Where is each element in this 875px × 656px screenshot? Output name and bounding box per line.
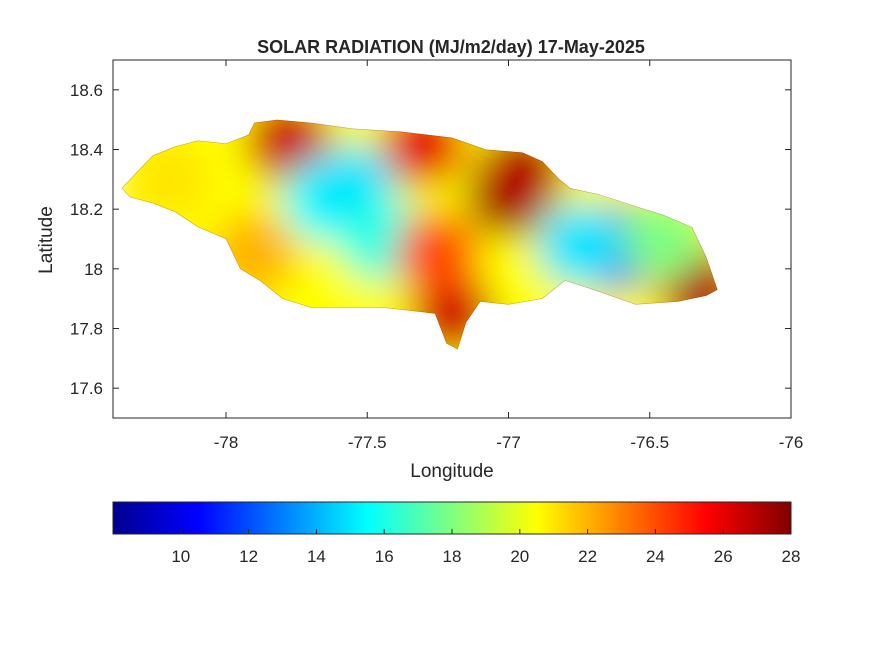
colorbar-tick-label: 14 (307, 547, 326, 566)
x-tick-label: -78 (214, 433, 239, 452)
plot-frame (112, 59, 792, 419)
colorbar-tick-label: 18 (443, 547, 462, 566)
x-tick-label: -76.5 (630, 433, 669, 452)
x-axis: -78 -77.5 -77 -76.5 -76 (214, 60, 804, 452)
x-tick-label: -77 (496, 433, 521, 452)
chart-title: SOLAR RADIATION (MJ/m2/day) 17-May-2025 (257, 37, 645, 57)
y-tick-label: 18.4 (70, 141, 103, 160)
y-axis: 17.6 17.8 18 18.2 18.4 18.6 (70, 81, 791, 398)
field-blob (537, 202, 622, 287)
y-axis-label: Latitude (36, 206, 57, 274)
y-tick-label: 18.6 (70, 81, 103, 100)
colorbar-ticks: 10 12 14 16 18 20 22 24 26 28 (171, 529, 800, 566)
colorbar-tick-label: 24 (646, 547, 665, 566)
colorbar-tick-label: 28 (782, 547, 801, 566)
y-tick-label: 17.6 (70, 379, 103, 398)
colorbar-tick-label: 16 (375, 547, 394, 566)
field-blob (395, 211, 480, 296)
x-tick-label: -77.5 (348, 433, 387, 452)
colorbar-tick-label: 12 (239, 547, 258, 566)
colorbar-tick-label: 26 (714, 547, 733, 566)
y-tick-label: 18 (84, 260, 103, 279)
y-tick-label: 18.2 (70, 200, 103, 219)
colorbar-tick-label: 10 (171, 547, 190, 566)
colorbar (112, 501, 792, 535)
x-tick-label: -76 (779, 433, 804, 452)
colorbar-tick-label: 22 (578, 547, 597, 566)
x-axis-label: Longitude (410, 461, 493, 482)
colorbar-tick-label: 20 (510, 547, 529, 566)
y-tick-label: 17.8 (70, 320, 103, 339)
